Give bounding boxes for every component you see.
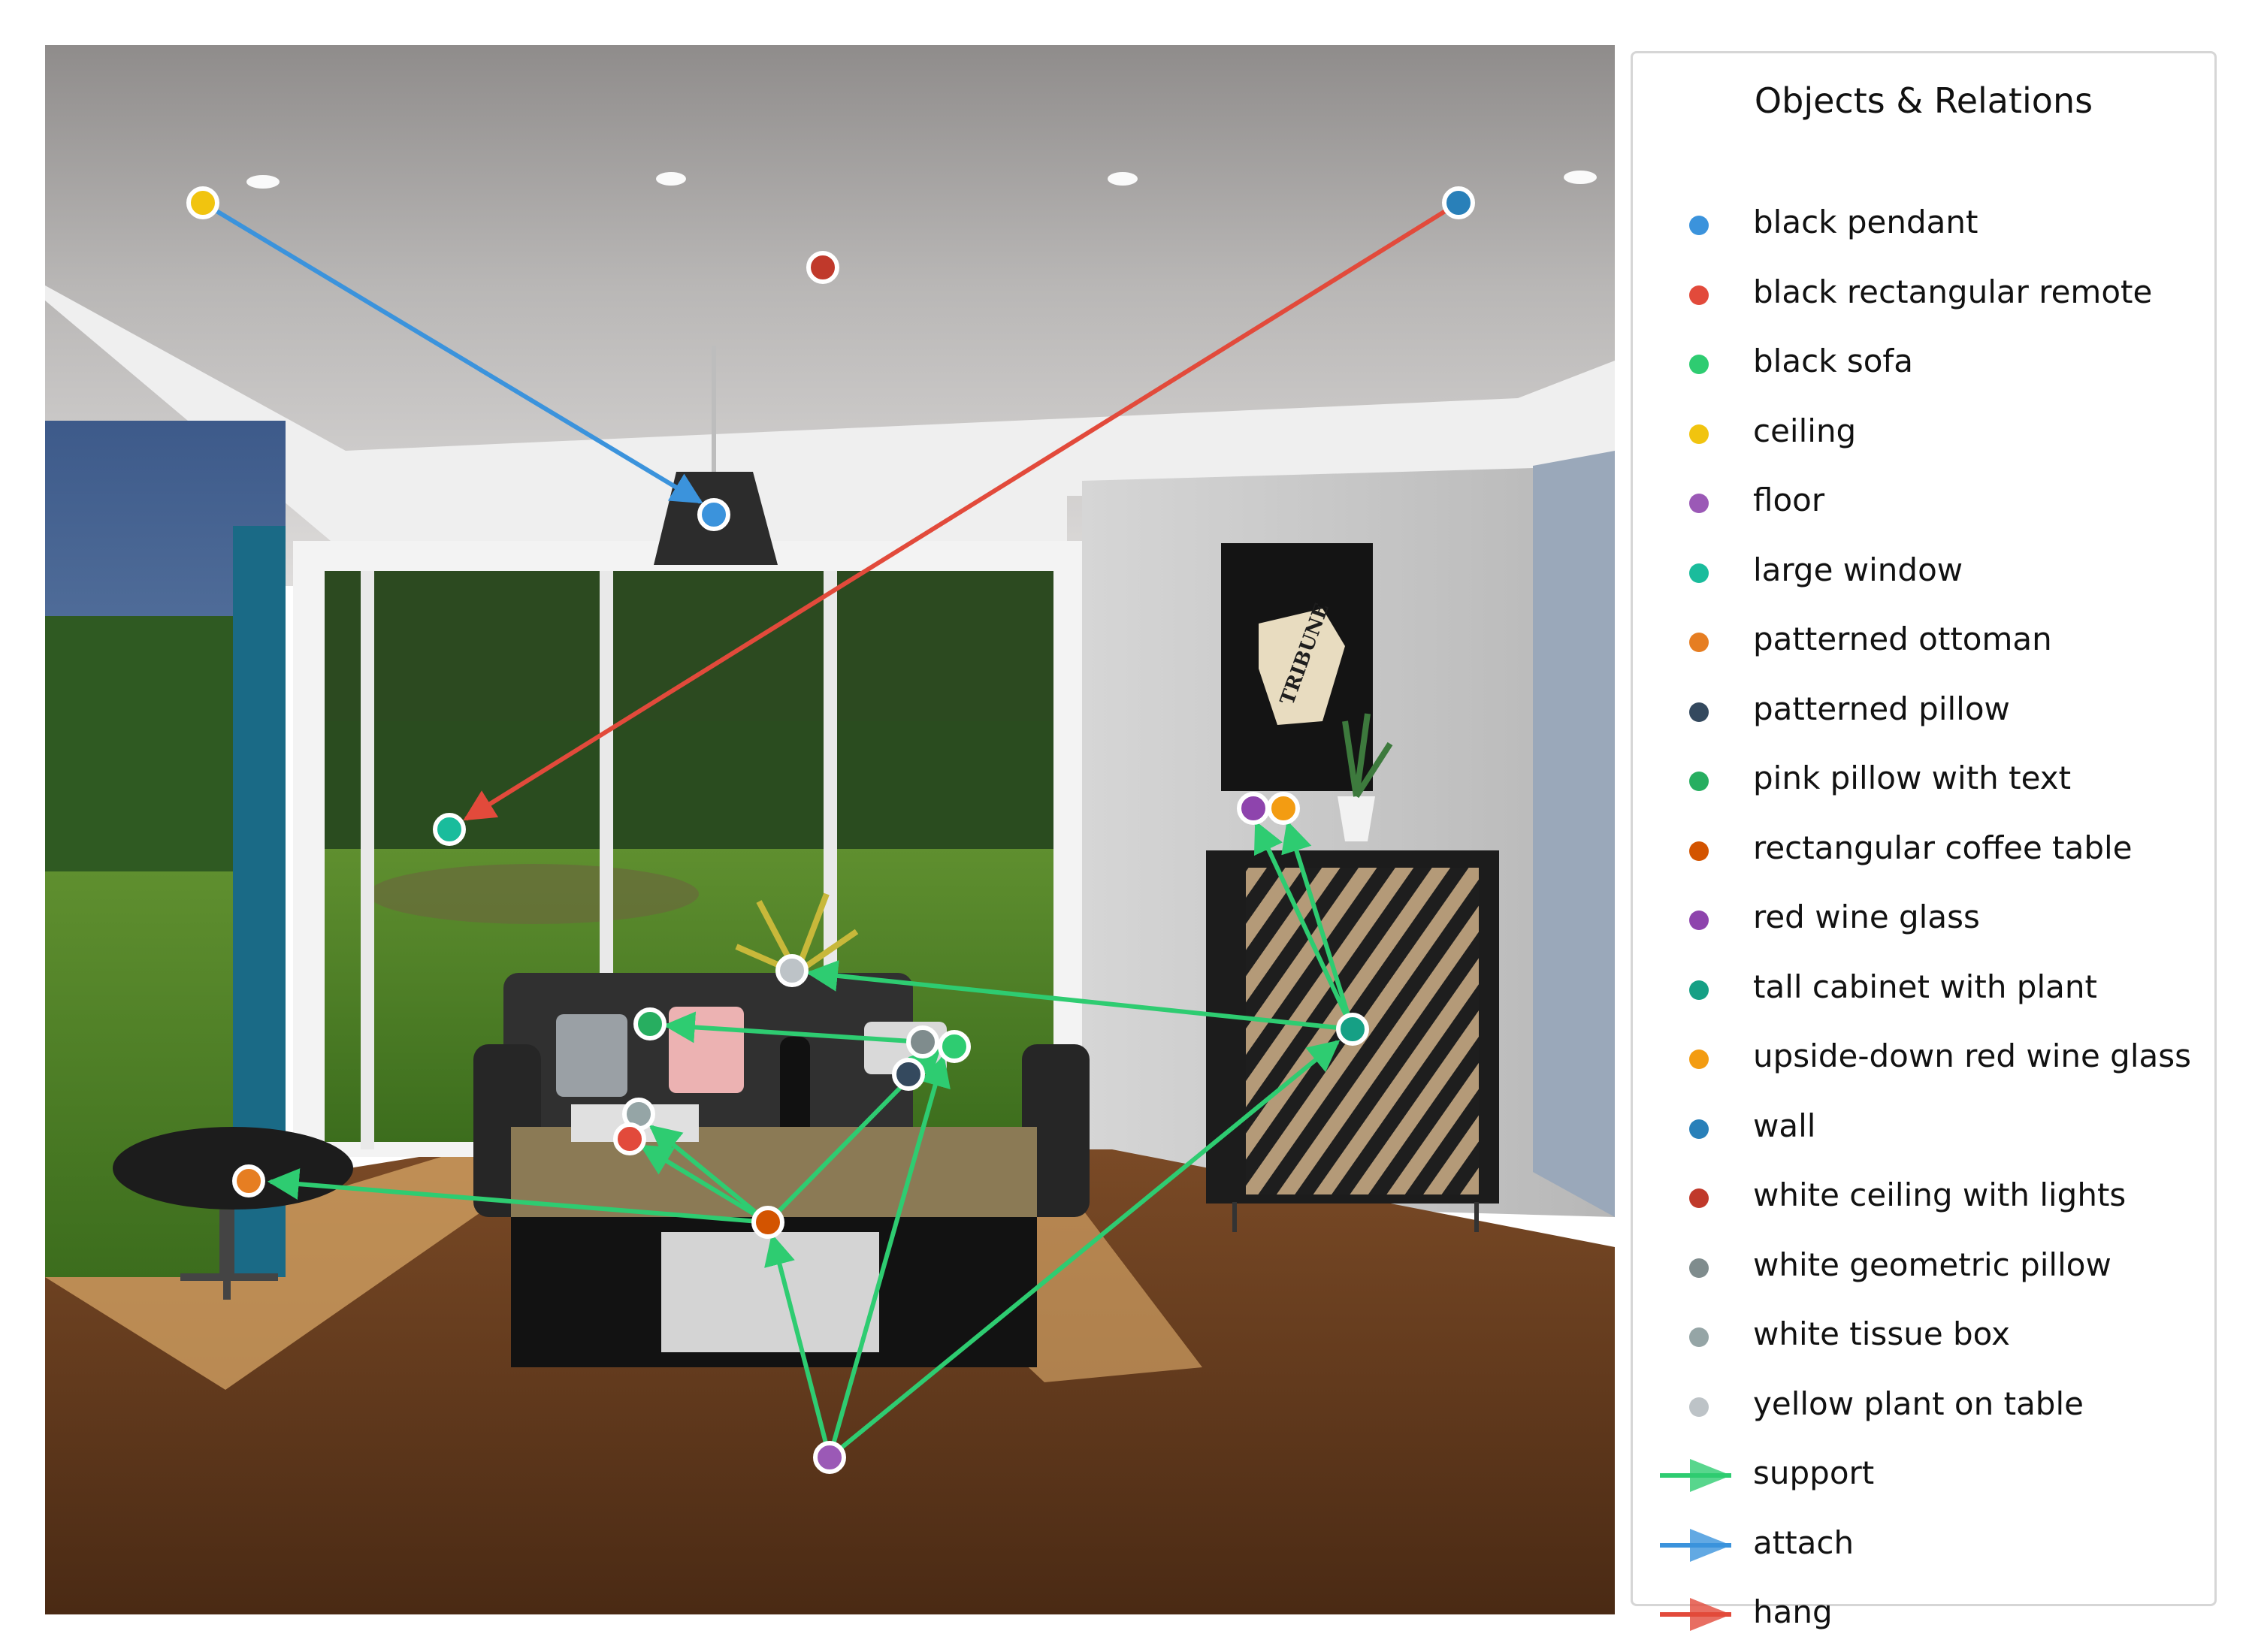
- legend-item-patterned-ottoman: patterned ottoman: [1633, 612, 2214, 672]
- legend-label: ceiling: [1753, 412, 1857, 449]
- legend-marker-icon: [1689, 563, 1709, 583]
- legend-label: white tissue box: [1753, 1315, 2010, 1352]
- scene-image: TRIBUNE: [45, 45, 1615, 1614]
- legend-item-tall-cabinet-with-plant: tall cabinet with plant: [1633, 959, 2214, 1019]
- legend-marker-icon: [1689, 1188, 1709, 1208]
- legend-item-patterned-pillow: patterned pillow: [1633, 681, 2214, 741]
- legend-item-upside-down-red-wine-glass: upside-down red wine glass: [1633, 1028, 2214, 1089]
- legend-label: rectangular coffee table: [1753, 829, 2133, 866]
- marker-pink-pillow-with-text: [633, 1007, 667, 1040]
- legend-item-black-pendant: black pendant: [1633, 195, 2214, 255]
- legend-label: wall: [1753, 1107, 1816, 1144]
- legend-marker-icon: [1689, 702, 1709, 722]
- support-arrow-coffee-table-to-tissue-box: [648, 1125, 769, 1225]
- marker-black-sofa: [938, 1030, 971, 1063]
- support-arrow-coffee-table-to-ottoman: [267, 1168, 769, 1225]
- legend-marker-icon: [1689, 1397, 1709, 1417]
- legend-label: large window: [1753, 551, 1963, 588]
- support-arrow-cabinet-to-upside-down-glass: [1281, 820, 1355, 1030]
- legend-marker-icon: [1689, 841, 1709, 861]
- legend-label: hang: [1753, 1593, 1833, 1630]
- legend-marker-icon: [1689, 1327, 1709, 1347]
- marker-tall-cabinet-with-plant: [1336, 1013, 1369, 1046]
- marker-rectangular-coffee-table: [751, 1206, 784, 1239]
- legend-item-large-window: large window: [1633, 542, 2214, 603]
- legend-marker-icon: [1689, 424, 1709, 444]
- legend-label: patterned ottoman: [1753, 621, 2052, 657]
- support-arrow-floor-to-white-geometric-pillow: [827, 1054, 951, 1458]
- legend-marker-icon: [1689, 633, 1709, 652]
- legend-relation-hang: hang: [1633, 1584, 2214, 1644]
- legend-label: white geometric pillow: [1753, 1246, 2111, 1283]
- legend-item-ceiling: ceiling: [1633, 403, 2214, 464]
- legend-label: tall cabinet with plant: [1753, 968, 2097, 1005]
- marker-floor: [813, 1441, 846, 1474]
- legend-marker-icon: [1689, 494, 1709, 513]
- legend-item-white-tissue-box: white tissue box: [1633, 1306, 2214, 1367]
- support-arrow-white-pillow-to-pink-pillow: [663, 1011, 923, 1044]
- legend-marker-icon: [1689, 772, 1709, 791]
- legend-label: attach: [1753, 1524, 1854, 1561]
- legend-item-white-geometric-pillow: white geometric pillow: [1633, 1237, 2214, 1297]
- attach-arrow-ceiling-to-black-pendant: [201, 201, 703, 504]
- legend-item-yellow-plant-on-table: yellow plant on table: [1633, 1376, 2214, 1436]
- marker-red-wine-glass: [1237, 792, 1270, 825]
- legend-item-wall: wall: [1633, 1098, 2214, 1158]
- hang-arrow-wall-to-large-window: [463, 201, 1460, 821]
- legend-marker-icon: [1689, 980, 1709, 1000]
- support-arrow-cabinet-to-red-wine-glass: [1253, 820, 1355, 1031]
- legend-relation-attach: attach: [1633, 1515, 2214, 1575]
- legend-marker-icon: [1689, 911, 1709, 930]
- legend-label: black sofa: [1753, 343, 1913, 379]
- legend-label: black pendant: [1753, 204, 1978, 240]
- legend-label: black rectangular remote: [1753, 273, 2153, 310]
- legend-item-floor: floor: [1633, 473, 2214, 533]
- legend-marker-icon: [1689, 216, 1709, 235]
- support-arrow-cabinet-to-yellow-plant: [806, 960, 1353, 1031]
- legend-label: yellow plant on table: [1753, 1385, 2084, 1422]
- support-arrow-floor-to-coffee-table: [764, 1233, 832, 1458]
- marker-yellow-plant-on-table: [775, 954, 809, 987]
- legend-item-rectangular-coffee-table: rectangular coffee table: [1633, 820, 2214, 880]
- legend-label: support: [1753, 1454, 1875, 1491]
- legend-item-red-wine-glass: red wine glass: [1633, 889, 2214, 950]
- legend-title: Objects & Relations: [1754, 80, 2093, 121]
- legend-marker-icon: [1689, 355, 1709, 374]
- marker-black-rectangular-remote: [613, 1122, 646, 1155]
- legend-relation-support: support: [1633, 1445, 2214, 1506]
- legend-marker-icon: [1689, 1049, 1709, 1069]
- legend-label: upside-down red wine glass: [1753, 1037, 2192, 1074]
- legend-marker-icon: [1689, 1119, 1709, 1139]
- legend-label: patterned pillow: [1753, 690, 2010, 727]
- support-arrow-coffee-table-to-remote: [639, 1144, 769, 1225]
- legend-marker-icon: [1689, 285, 1709, 305]
- legend-arrow-icon: [1660, 1528, 1731, 1562]
- marker-upside-down-red-wine-glass: [1267, 792, 1300, 825]
- legend-marker-icon: [1689, 1258, 1709, 1278]
- legend-label: red wine glass: [1753, 898, 1980, 935]
- marker-ceiling: [186, 186, 219, 219]
- marker-wall: [1442, 186, 1475, 219]
- legend-arrow-icon: [1660, 1598, 1731, 1631]
- legend: Objects & Relations black pendant black r…: [1631, 51, 2217, 1631]
- legend-item-black-rectangular-remote: black rectangular remote: [1633, 264, 2214, 325]
- legend-item-pink-pillow-with-text: pink pillow with text: [1633, 750, 2214, 811]
- marker-patterned-pillow: [892, 1058, 925, 1091]
- legend-label: white ceiling with lights: [1753, 1176, 2127, 1213]
- marker-white-ceiling-with-lights: [806, 251, 839, 284]
- marker-patterned-ottoman: [232, 1164, 265, 1197]
- legend-item-black-sofa: black sofa: [1633, 334, 2214, 394]
- legend-item-white-ceiling-with-lights: white ceiling with lights: [1633, 1167, 2214, 1228]
- support-arrow-floor-to-tall-cabinet: [828, 1040, 1341, 1460]
- marker-large-window: [433, 813, 466, 846]
- legend-arrow-icon: [1660, 1459, 1731, 1492]
- marker-white-geometric-pillow: [906, 1025, 939, 1059]
- legend-label: floor: [1753, 482, 1825, 518]
- legend-label: pink pillow with text: [1753, 760, 2072, 796]
- marker-black-pendant: [697, 498, 730, 531]
